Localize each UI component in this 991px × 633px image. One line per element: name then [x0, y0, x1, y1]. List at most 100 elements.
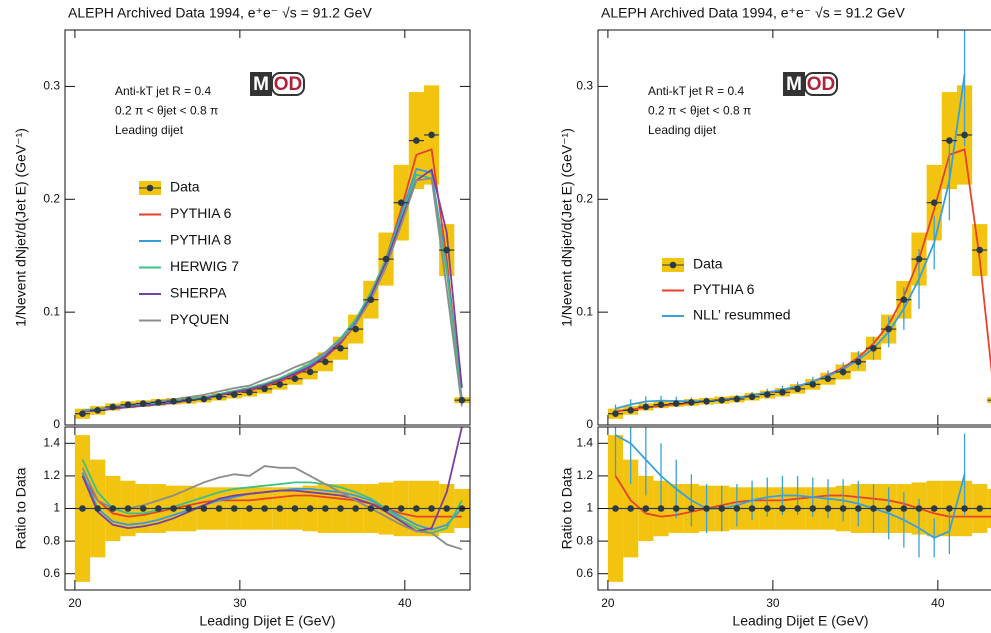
data-point — [94, 407, 101, 414]
x-tick-label: 20 — [601, 596, 615, 610]
y-tick-label: 1.2 — [43, 468, 60, 482]
data-point — [397, 199, 405, 206]
y-tick-label: 0.6 — [576, 566, 593, 580]
data-point — [322, 505, 329, 512]
logo-text: M — [253, 74, 269, 95]
y-tick-label: 1.2 — [576, 468, 593, 482]
y-axis-label: Ratio to Data — [13, 467, 29, 549]
data-point — [200, 505, 208, 512]
legend-label: PYQUEN — [170, 311, 229, 327]
logo-box — [271, 72, 305, 96]
data-point — [703, 398, 710, 405]
annotation: Anti-kT jet R = 0.4 — [648, 84, 744, 98]
data-point — [215, 505, 223, 512]
logo-text: OD — [274, 74, 303, 95]
data-point — [779, 388, 786, 396]
data-point — [688, 399, 695, 406]
frame — [597, 29, 991, 426]
data-point — [976, 505, 984, 512]
data-point — [855, 358, 862, 366]
data-point — [672, 400, 680, 407]
logo-text: OD — [807, 74, 836, 95]
data-point — [915, 255, 923, 263]
data-point — [382, 505, 390, 512]
legend-label: SHERPA — [170, 285, 227, 301]
annotation: Anti-kT jet R = 0.4 — [115, 84, 211, 98]
logo-text: M — [786, 74, 802, 95]
y-tick-label: 0.6 — [43, 566, 60, 580]
y-tick-label: 1 — [53, 501, 60, 515]
data-point — [322, 358, 329, 366]
data-point — [79, 410, 86, 418]
y-axis-label: Ratio to Data — [559, 467, 575, 549]
data-point — [170, 505, 177, 512]
data-point — [428, 505, 435, 512]
data-point — [794, 385, 801, 393]
legend-label: PYTHIA 6 — [170, 205, 232, 221]
data-point — [763, 505, 771, 512]
x-tick-label: 40 — [931, 596, 945, 610]
model-line — [614, 475, 991, 518]
data-point — [627, 407, 634, 414]
legend-swatch — [146, 184, 154, 192]
data-point — [930, 199, 938, 206]
y-tick-label: 1.4 — [576, 435, 593, 449]
data-point — [230, 391, 238, 398]
data-point — [763, 391, 771, 398]
data-point — [139, 505, 147, 512]
legend-label: NLL’ resummed — [693, 307, 791, 323]
data-point — [839, 368, 847, 376]
data-point — [367, 505, 375, 512]
data-point — [915, 505, 923, 512]
data-point — [413, 505, 420, 512]
x-axis-label: Leading Dijet E (GeV) — [732, 613, 868, 629]
data-point — [961, 505, 968, 512]
data-point — [657, 505, 665, 512]
data-point — [291, 505, 299, 512]
data-point — [352, 505, 359, 512]
model-line — [82, 168, 463, 413]
data-point — [337, 505, 344, 512]
plot-area — [74, 85, 470, 419]
data-point — [155, 399, 162, 406]
data-point — [458, 396, 466, 404]
data-point — [824, 375, 832, 383]
data-point — [109, 403, 117, 411]
annotation: 0.2 π < θjet < 0.8 π — [648, 104, 751, 118]
model-line — [81, 475, 462, 518]
data-point — [306, 505, 314, 512]
data-point — [718, 505, 726, 512]
x-tick-label: 40 — [398, 596, 412, 610]
data-point — [276, 505, 284, 512]
data-point — [443, 505, 451, 512]
logo-box — [804, 72, 838, 96]
data-point — [443, 246, 451, 254]
data-point — [124, 505, 132, 512]
data-point — [124, 401, 132, 408]
data-point — [794, 505, 801, 512]
x-tick-label: 20 — [68, 596, 82, 610]
data-point — [946, 137, 953, 144]
plot-area — [74, 427, 470, 582]
y-tick-label: 0.1 — [576, 304, 593, 318]
y-tick-label: 0.3 — [576, 79, 593, 93]
data-point — [230, 505, 238, 512]
data-point — [946, 505, 953, 512]
y-tick-label: 0 — [53, 417, 60, 431]
data-point — [839, 505, 847, 512]
data-point — [885, 505, 892, 512]
data-point — [397, 505, 405, 512]
chart-title: ALEPH Archived Data 1994, e⁺e⁻ √s = 91.2… — [601, 5, 905, 21]
data-point — [306, 368, 314, 376]
legend-label: PYTHIA 8 — [170, 232, 232, 248]
data-point — [215, 393, 223, 401]
y-tick-label: 0.2 — [43, 191, 60, 205]
data-point — [930, 505, 938, 512]
data-point — [413, 137, 420, 144]
data-point — [337, 344, 344, 352]
data-point — [109, 505, 117, 512]
data-point — [809, 381, 817, 388]
y-tick-label: 0.8 — [576, 533, 593, 547]
data-point — [170, 398, 177, 405]
